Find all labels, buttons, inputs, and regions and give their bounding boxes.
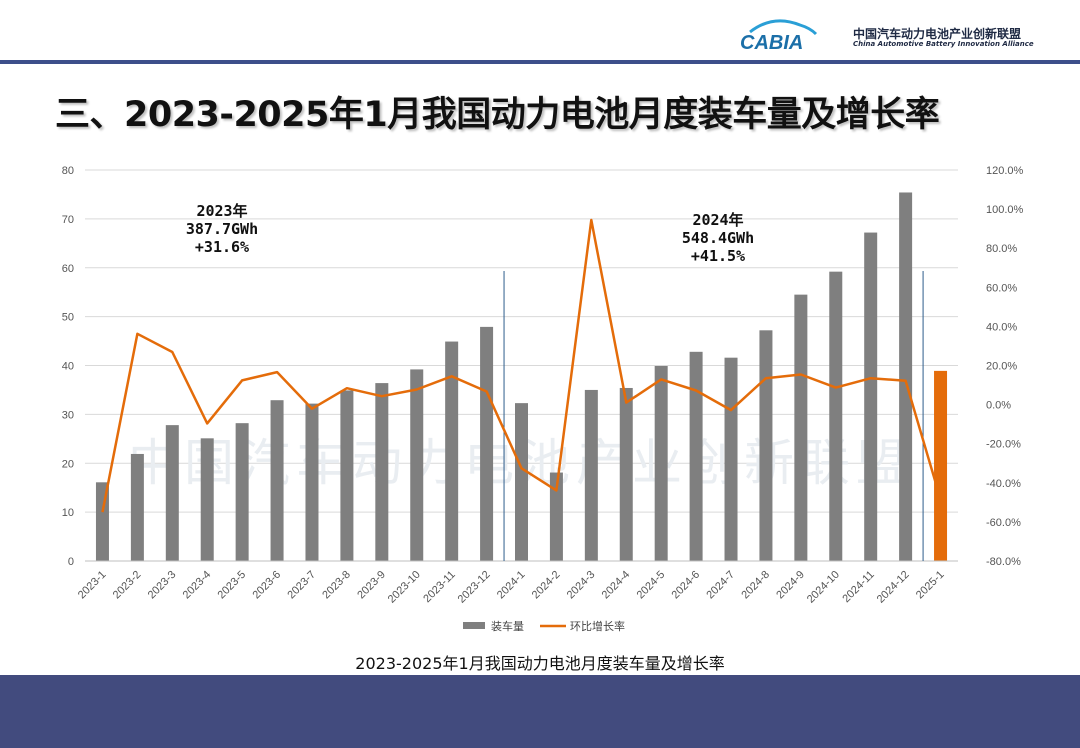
footer-band: [0, 675, 1080, 748]
bar: [759, 330, 773, 561]
bar: [794, 294, 808, 561]
y-right-tick-label: -80.0%: [986, 556, 1021, 568]
bar: [584, 389, 598, 561]
y-right-tick-label: -40.0%: [986, 478, 1021, 490]
x-tick-label: 2024-3: [565, 569, 598, 602]
header-rule: [0, 60, 1080, 64]
bar: [480, 326, 494, 561]
x-tick-label: 2023-4: [181, 569, 214, 602]
org-name-en: China Automotive Battery Innovation Alli…: [853, 40, 1034, 48]
y-left-tick-label: 30: [62, 409, 74, 421]
x-tick-label: 2023-10: [386, 569, 423, 606]
y-left-tick-label: 60: [62, 263, 74, 275]
y-right-tick-label: -20.0%: [986, 439, 1021, 451]
x-tick-label: 2024-9: [774, 569, 807, 602]
x-tick-label: 2024-6: [670, 569, 703, 602]
cabia-logo: CABIA: [740, 19, 818, 54]
annotation-text: 387.7GWh: [186, 220, 258, 238]
y-left-tick-label: 70: [62, 214, 74, 226]
chart-caption: 2023-2025年1月我国动力电池月度装车量及增长率: [355, 654, 725, 673]
x-tick-label: 2023-8: [320, 569, 353, 602]
x-tick-label: 2024-11: [840, 569, 876, 605]
bar-highlight: [934, 370, 948, 561]
y-right-tick-label: 100.0%: [986, 204, 1024, 216]
x-tick-label: 2024-4: [600, 569, 633, 602]
bar: [445, 341, 459, 561]
annotation-text: 2023年: [196, 202, 247, 220]
bar: [165, 425, 179, 561]
annotation-text: 2024年: [692, 211, 743, 229]
annotation-text: 548.4GWh: [682, 229, 754, 247]
y-right-tick-label: 120.0%: [986, 165, 1024, 177]
chart: 中国汽车动力电池产业创新联盟01020304050607080-80.0%-60…: [62, 165, 1024, 633]
y-left-tick-label: 0: [68, 556, 74, 568]
bar: [689, 351, 703, 561]
bar: [899, 192, 913, 562]
bar: [270, 400, 284, 561]
bar: [654, 365, 668, 561]
logo-swoosh-icon: [749, 19, 818, 36]
x-tick-label: 2024-10: [805, 569, 842, 606]
x-tick-label: 2023-6: [250, 569, 283, 602]
bar: [864, 232, 878, 561]
page-title: 三、2023-2025年1月我国动力电池月度装车量及增长率: [55, 95, 940, 135]
bar: [619, 387, 633, 561]
x-tick-label: 2023-12: [456, 569, 493, 606]
legend-label: 环比增长率: [570, 619, 625, 633]
annotation-text: +31.6%: [195, 238, 249, 256]
y-right-tick-label: -60.0%: [986, 517, 1021, 529]
bar: [829, 271, 843, 561]
x-tick-label: 2024-5: [635, 569, 668, 602]
y-right-tick-label: 80.0%: [986, 243, 1017, 255]
x-tick-label: 2024-1: [495, 569, 528, 602]
bar: [724, 357, 738, 561]
bar: [410, 369, 424, 561]
x-tick-label: 2024-8: [739, 569, 772, 602]
y-left-tick-label: 80: [62, 165, 74, 177]
y-left-tick-label: 10: [62, 507, 74, 519]
bar: [549, 472, 563, 561]
bar: [130, 453, 144, 561]
x-tick-label: 2023-9: [355, 569, 388, 602]
x-tick-label: 2023-5: [216, 569, 249, 602]
x-tick-label: 2023-11: [421, 569, 457, 605]
y-left-tick-label: 40: [62, 361, 74, 373]
x-tick-label: 2023-1: [76, 569, 109, 602]
bar: [340, 390, 354, 561]
x-tick-label: 2025-1: [914, 569, 947, 602]
x-tick-label: 2023-2: [111, 569, 144, 602]
org-name-cn: 中国汽车动力电池产业创新联盟: [853, 27, 1022, 41]
legend-label: 装车量: [491, 619, 524, 633]
y-right-tick-label: 40.0%: [986, 321, 1017, 333]
bar: [515, 403, 528, 561]
y-left-tick-label: 50: [62, 312, 74, 324]
x-tick-label: 2023-7: [285, 569, 318, 602]
annotation-text: +41.5%: [691, 247, 745, 265]
bar: [235, 423, 249, 561]
bar: [305, 403, 319, 561]
y-left-tick-label: 20: [62, 458, 74, 470]
y-right-tick-label: 0.0%: [986, 400, 1011, 412]
legend-swatch-bar: [463, 622, 485, 629]
x-tick-label: 2024-2: [530, 569, 563, 602]
logo-text: CABIA: [740, 32, 803, 54]
y-right-tick-label: 60.0%: [986, 282, 1017, 294]
x-tick-label: 2024-12: [875, 569, 912, 606]
bar: [200, 438, 214, 561]
bar: [375, 383, 389, 561]
x-tick-label: 2024-7: [704, 569, 737, 602]
x-tick-label: 2023-3: [146, 569, 179, 602]
y-right-tick-label: 20.0%: [986, 361, 1017, 373]
